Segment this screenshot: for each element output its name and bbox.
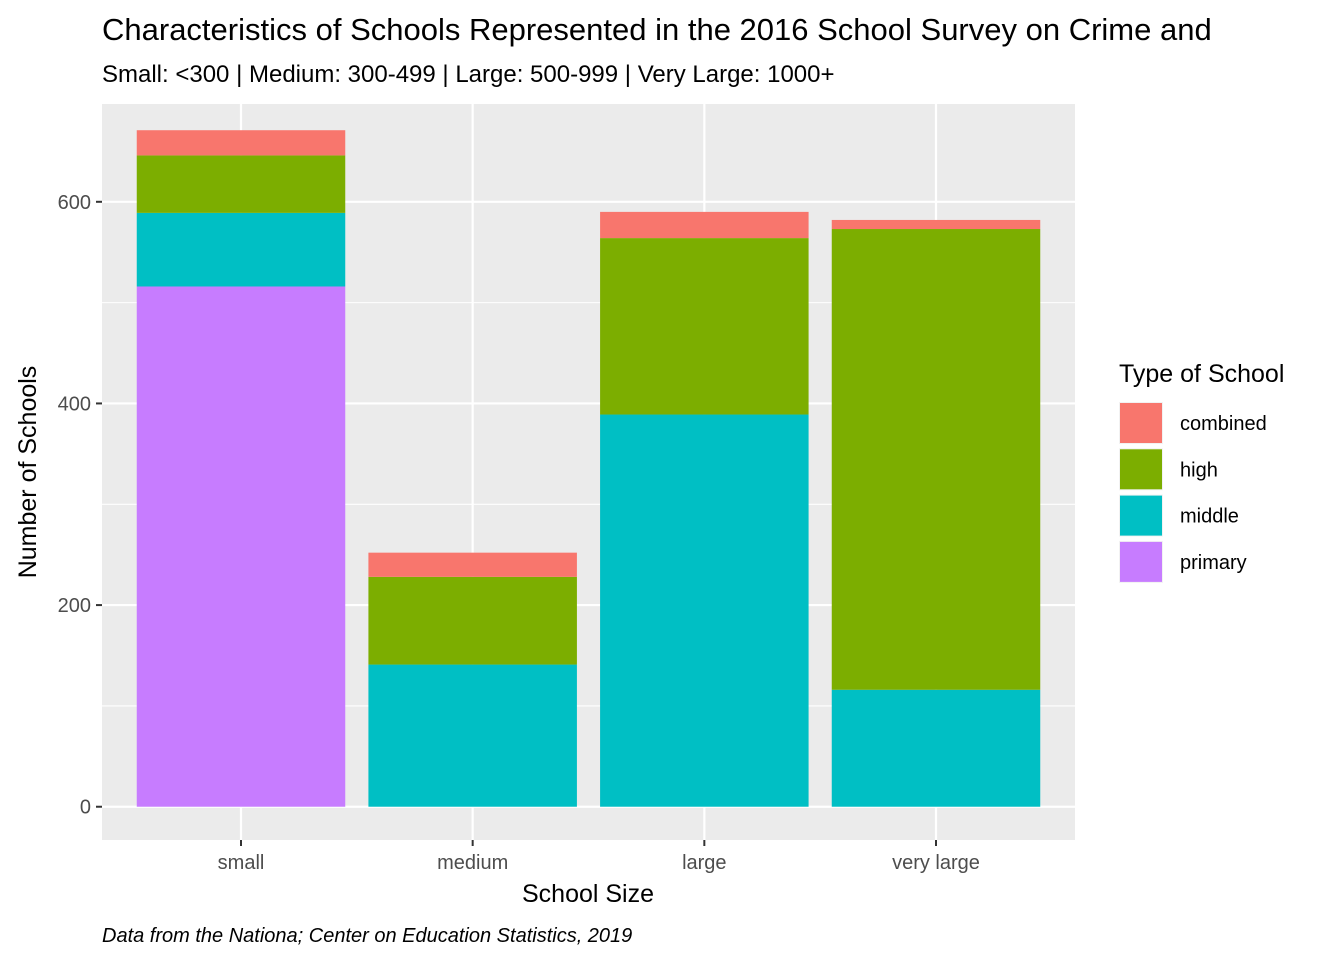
y-tick-label: 400 — [58, 393, 91, 415]
chart-title: Characteristics of Schools Represented i… — [102, 12, 1212, 47]
x-axis: small medium large very large — [218, 840, 980, 874]
bar-high-large — [600, 238, 809, 415]
bar-middle-small — [136, 212, 346, 287]
bar-middle-very-large — [831, 689, 1041, 807]
legend-swatch-high — [1120, 449, 1162, 490]
y-tick-label: 0 — [80, 797, 91, 819]
bar-combined-small — [136, 130, 346, 156]
x-tick-label: medium — [437, 852, 508, 874]
chart-caption: Data from the Nationa; Center on Educati… — [102, 925, 632, 947]
legend-label-primary: primary — [1180, 552, 1247, 574]
legend-label-high: high — [1180, 459, 1218, 481]
legend-swatch-primary — [1120, 541, 1162, 582]
legend-label-middle: middle — [1180, 506, 1239, 528]
x-tick-label: small — [218, 852, 265, 874]
bar-combined-very-large — [831, 219, 1041, 230]
bar-combined-large — [600, 211, 809, 239]
x-tick-label: very large — [892, 852, 980, 874]
bar-middle-large — [600, 414, 809, 807]
bar-combined-medium — [368, 552, 577, 577]
y-tick-label: 600 — [58, 192, 91, 214]
bar-primary-small — [136, 286, 346, 807]
x-axis-title: School Size — [522, 880, 654, 908]
chart-subtitle: Small: <300 | Medium: 300-499 | Large: 5… — [102, 61, 835, 88]
bar-high-medium — [368, 576, 577, 665]
legend-swatch-combined — [1120, 403, 1162, 443]
legend-label-combined: combined — [1180, 413, 1267, 435]
x-tick-label: large — [682, 852, 726, 874]
bar-high-small — [136, 155, 346, 213]
legend-title: Type of School — [1119, 360, 1284, 388]
legend-swatch-middle — [1120, 495, 1162, 536]
y-axis-title: Number of Schools — [14, 366, 42, 579]
y-tick-label: 200 — [58, 595, 91, 617]
legend: Type of School combined high middle primary — [1119, 360, 1284, 583]
bar-high-very-large — [831, 229, 1041, 690]
plot-panel — [102, 104, 1075, 840]
y-axis: 0 200 400 600 — [58, 192, 102, 819]
bar-middle-medium — [368, 664, 577, 807]
